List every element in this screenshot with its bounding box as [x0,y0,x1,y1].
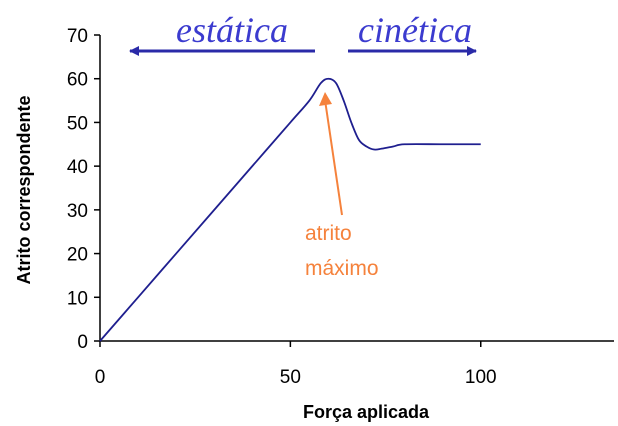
friction-series-line [99,77,481,342]
y-axis-ticks: 0 10 20 30 40 50 60 70 [67,26,100,353]
y-tick-label: 70 [67,26,88,47]
x-axis-title: Força aplicada [303,402,430,422]
y-tick-label: 30 [67,201,88,222]
y-axis-title: Atrito correspondente [14,95,34,284]
max-friction-label-line2: máximo [305,257,379,280]
x-axis-ticks: 0 50 100 [95,341,497,388]
static-region-label: estática [176,10,288,50]
y-tick-label: 40 [67,157,88,178]
max-friction-label-line1: atrito [305,222,352,245]
x-tick-label: 0 [95,367,106,388]
y-tick-label: 20 [67,245,88,266]
y-tick-label: 10 [67,288,88,309]
max-friction-arrow [324,99,343,216]
y-tick-label: 50 [67,113,88,134]
y-tick-label: 60 [67,70,88,91]
x-tick-label: 50 [280,367,301,388]
x-tick-label: 100 [465,367,497,388]
y-tick-label: 0 [77,332,88,353]
kinetic-region-label: cinética [358,10,472,50]
max-friction-arrowhead [319,92,332,106]
